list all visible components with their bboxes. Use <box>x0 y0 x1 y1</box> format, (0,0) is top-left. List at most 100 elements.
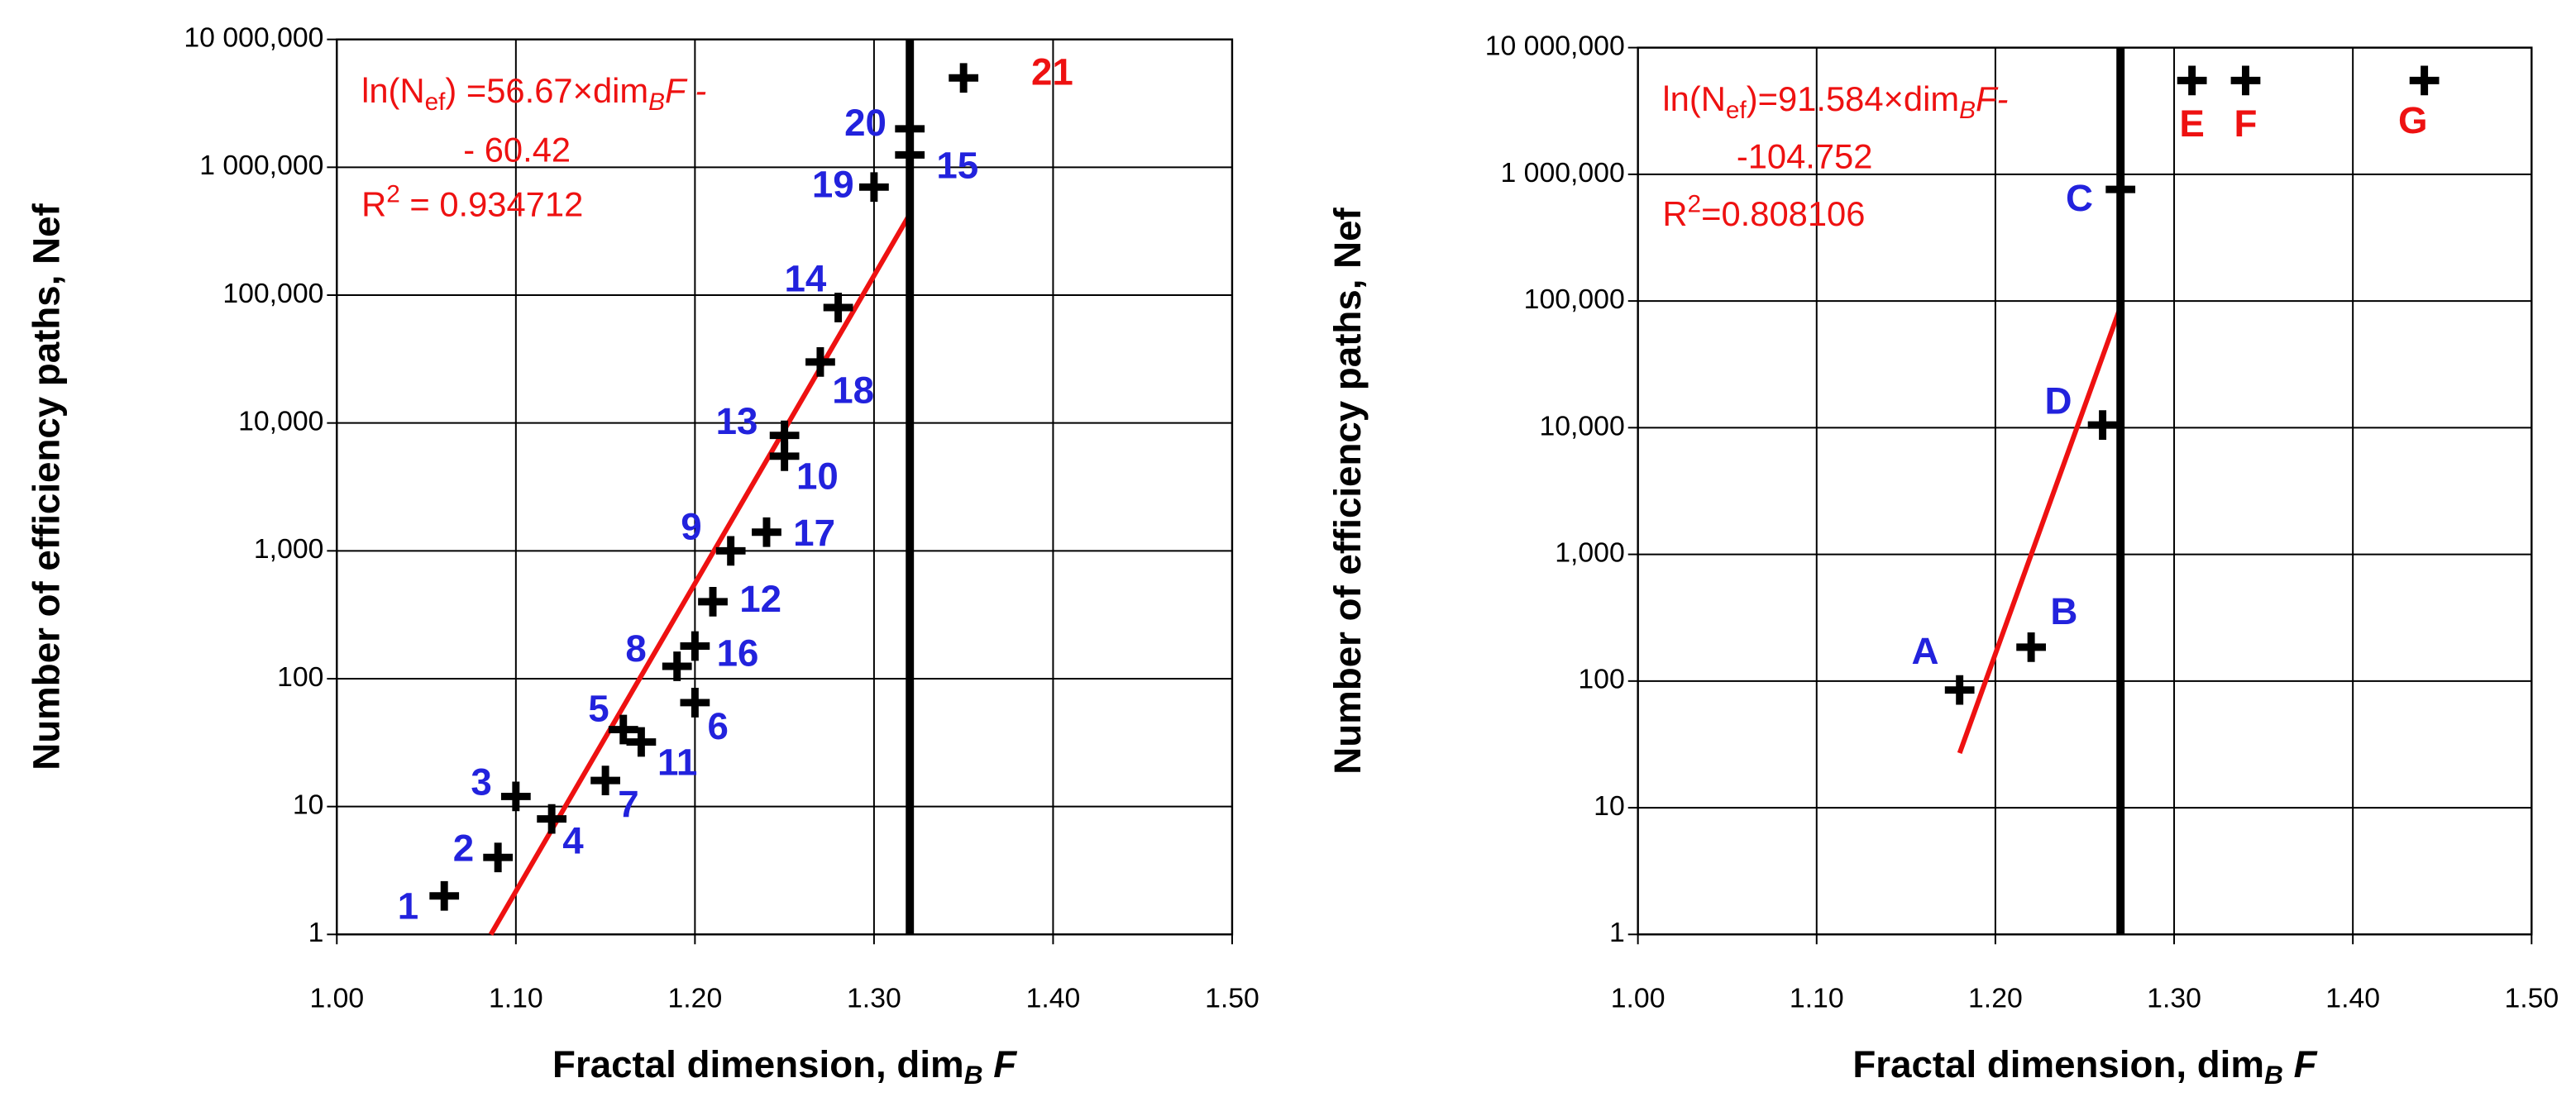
x-axis-label: Fractal dimension, dimB F <box>552 1043 1017 1090</box>
annotation-part: B <box>648 88 665 116</box>
annotation-part: ef <box>425 88 447 116</box>
point <box>949 63 979 93</box>
annotation-part: F - <box>665 71 706 110</box>
y-tick-label: 1,000 <box>1555 537 1625 569</box>
y-tick-label: 10 <box>1594 790 1625 822</box>
point-label: 13 <box>716 400 758 442</box>
annotation: R2 = 0.934712 <box>361 180 583 223</box>
y-tick-label: 100,000 <box>222 278 323 309</box>
point <box>1944 675 1975 705</box>
point <box>483 842 514 873</box>
point <box>2409 65 2440 96</box>
y-tick-label: 1 <box>308 917 324 948</box>
point-label: 6 <box>707 705 728 747</box>
point-label: 20 <box>844 102 887 144</box>
annotation-part: - 60.42 <box>463 131 571 169</box>
annotation: R2=0.808106 <box>1662 190 1865 233</box>
plot-area <box>1637 46 2533 936</box>
point-label: 10 <box>796 455 839 498</box>
x-axis-label-part: B <box>964 1061 983 1090</box>
point-label: A <box>1911 630 1938 672</box>
x-tick-label: 1.20 <box>1968 983 2023 1014</box>
x-tick-label: 1.50 <box>1205 983 1259 1014</box>
point-label: B <box>2050 590 2077 632</box>
point <box>895 113 925 144</box>
annotation-part: ) =56.67×dim <box>445 71 648 110</box>
point <box>2087 410 2118 440</box>
y-tick-label: 1 <box>1609 917 1625 948</box>
x-tick-label: 1.10 <box>1790 983 1844 1014</box>
y-tick-label: 10,000 <box>238 406 323 437</box>
annotation-part: B <box>1959 97 1976 124</box>
point-label: 3 <box>471 761 491 804</box>
point <box>715 536 746 566</box>
point-label: 7 <box>618 783 638 825</box>
point <box>500 781 531 812</box>
fit-line <box>488 212 912 936</box>
point <box>823 293 853 322</box>
x-tick-label: 1.40 <box>1026 983 1081 1014</box>
annotation-part: -104.752 <box>1737 137 1873 176</box>
annotation: - 60.42 <box>463 131 571 169</box>
point-label: G <box>2398 99 2428 141</box>
y-axis-label: Number of efficiency paths, Nef <box>26 203 68 770</box>
x-tick-label: 1.40 <box>2325 983 2380 1014</box>
point-label: 17 <box>793 512 835 554</box>
y-tick-label: 100 <box>1578 664 1624 695</box>
point <box>680 688 710 718</box>
point-label: F <box>2234 103 2258 145</box>
x-tick-label: 1.00 <box>309 983 364 1014</box>
annotation-part: 2 <box>386 180 400 207</box>
point-label: 14 <box>784 257 826 299</box>
y-axis-label: Number of efficiency paths, Nef <box>1326 207 1369 774</box>
point-label: 19 <box>812 163 854 205</box>
point <box>698 587 728 617</box>
y-tick-label: 10 <box>293 789 324 821</box>
x-axis-label-part: Fractal dimension, dim <box>552 1043 964 1085</box>
x-axis-label-part: B <box>2264 1061 2283 1090</box>
x-axis-label-part: F <box>2283 1043 2318 1085</box>
annotation-part: F- <box>1976 79 2008 118</box>
y-tick-label: 1 000,000 <box>199 150 323 181</box>
plot: 1.00 1.10 1.20 1.30 1.40 1.50 1 10 100 1,000 10,00… <box>184 22 1259 1014</box>
x-tick-label: 1.10 <box>489 983 543 1014</box>
plot-area <box>336 38 1234 936</box>
y-tick-label: 100,000 <box>1524 284 1625 315</box>
annotation: ln(Nef)=91.584×dimBF- <box>1662 79 2008 124</box>
x-tick-label: 1.30 <box>2147 983 2201 1014</box>
y-tick-label: 1 000,000 <box>1501 157 1625 188</box>
point <box>805 346 835 377</box>
x-tick-label: 1.20 <box>668 983 723 1014</box>
point <box>2177 65 2207 96</box>
point-label: 12 <box>739 578 781 620</box>
annotation-part: ln(N <box>1662 79 1725 118</box>
annotation-part: = 0.934712 <box>400 184 583 223</box>
point <box>752 517 781 547</box>
x-tick-label: 1.30 <box>847 983 901 1014</box>
point <box>429 880 460 911</box>
x-axis-label: Fractal dimension, dimB F <box>1852 1043 2317 1090</box>
point <box>2230 65 2261 96</box>
point <box>2016 632 2047 662</box>
point <box>590 766 620 795</box>
point <box>537 804 567 834</box>
point-label: 16 <box>717 632 759 675</box>
point-label: E <box>2179 103 2204 145</box>
annotation-part: R <box>361 184 386 223</box>
point-label: 9 <box>681 506 701 548</box>
point-label: 18 <box>832 370 874 412</box>
point-label: 5 <box>588 688 609 730</box>
annotation: -104.752 <box>1737 137 1873 176</box>
point-label: 2 <box>453 827 474 869</box>
annotation-part: )=91.584×dim <box>1747 79 1959 118</box>
annotation-part: 2 <box>1688 190 1702 217</box>
annotation-part: R <box>1662 194 1687 233</box>
point-label: 21 <box>1031 50 1073 93</box>
y-tick-label: 100 <box>277 661 323 693</box>
y-tick-label: 1,000 <box>254 533 324 565</box>
y-tick-label: 10 000,000 <box>184 22 323 54</box>
point <box>2105 174 2136 204</box>
point-label: 4 <box>562 820 584 862</box>
point-label: 11 <box>657 741 697 783</box>
